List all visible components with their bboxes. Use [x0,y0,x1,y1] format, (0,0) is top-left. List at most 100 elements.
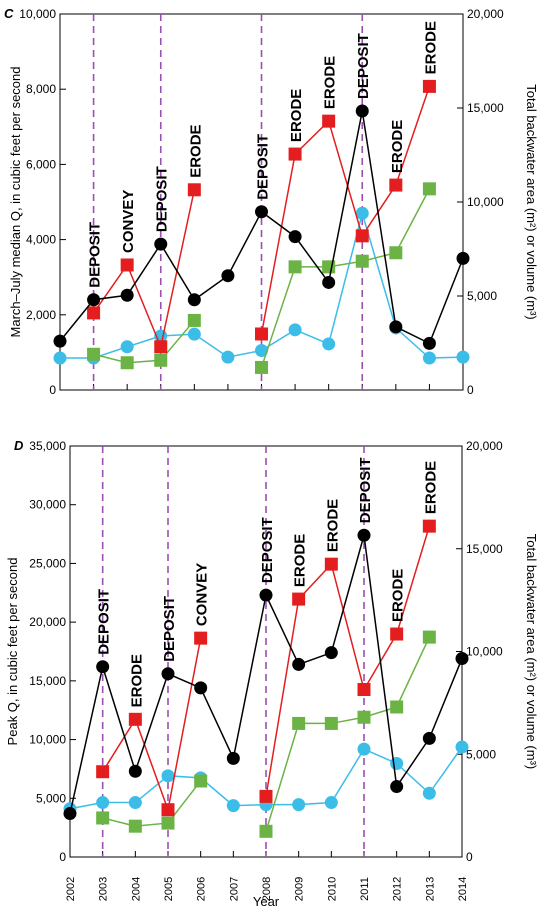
data-point [355,206,369,220]
right-tick-label: 0 [467,383,474,397]
data-point [389,246,403,260]
data-point [324,796,338,810]
left-tick-label: 25,000 [29,556,66,570]
left-tick-label: 0 [49,383,56,397]
annotation-label: ERODE [128,654,145,707]
series-line [260,86,431,335]
data-point [221,269,235,283]
data-point [194,631,208,645]
left-tick-label: 2,000 [26,308,56,322]
left-tick-label: 8,000 [26,82,56,96]
annotation-label: ERODE [390,569,407,622]
data-point [161,769,175,783]
left-axis-label: Peak Q, in cubic feet per second [5,558,20,746]
data-point [128,764,142,778]
right-tick-label: 5,000 [466,747,496,761]
data-point [226,799,240,813]
data-point [390,780,404,794]
left-tick-label: 15,000 [29,674,66,688]
left-tick-label: 20,000 [29,615,66,629]
data-point [292,592,306,606]
data-point [324,716,338,730]
data-point [288,260,302,274]
series-line [93,319,195,364]
data-point [422,519,436,533]
data-point [288,147,302,161]
data-point [221,350,235,364]
left-tick-label: 35,000 [29,439,66,453]
x-tick-label: 2012 [392,877,404,901]
data-point [255,344,268,358]
left-tick-label: 4,000 [26,233,56,247]
data-point [324,557,338,571]
data-point [355,254,369,268]
data-point [390,700,404,714]
annotation-label: CONVEY [194,563,211,626]
left-tick-label: 10,000 [29,733,66,747]
data-point [389,320,403,334]
x-tick-label: 2002 [65,877,77,901]
x-tick-label: 2007 [228,877,240,901]
x-tick-label: 2006 [196,877,208,901]
data-point [422,731,436,745]
data-point [390,756,404,770]
left-tick-label: 6,000 [26,157,56,171]
data-point [154,237,168,251]
annotation-label: DEPOSIT [161,596,178,662]
right-tick-label: 20,000 [466,439,503,453]
data-point [255,360,268,374]
data-point [357,683,371,697]
data-point [96,660,110,674]
data-point [87,306,101,320]
annotation-label: ERODE [322,56,339,109]
data-point [355,104,369,118]
data-point [53,351,67,365]
series-line [265,636,431,832]
data-point [63,807,77,821]
data-point [288,230,302,244]
data-point [355,229,369,243]
annotation-label: DEPOSIT [355,33,372,99]
right-tick-label: 5,000 [467,289,497,303]
data-point [226,751,240,765]
data-point [456,350,470,364]
data-point [187,293,201,307]
left-tick-label: 0 [59,850,66,864]
right-axis-label: Total backwater area (m²) or volume (m³) [524,84,539,320]
data-point [259,588,273,602]
data-point [120,356,134,370]
data-point [187,313,201,327]
data-point [422,351,436,365]
data-point [324,646,338,660]
data-point [322,337,336,351]
x-tick-label: 2011 [359,877,371,901]
right-tick-label: 10,000 [467,195,504,209]
data-point [259,824,273,838]
x-tick-label: 2013 [424,877,436,901]
annotation-label: ERODE [422,21,439,74]
data-point [87,293,101,307]
data-point [161,803,175,817]
data-point [53,334,67,348]
data-point [322,275,336,289]
annotation-label: DEPOSIT [255,134,272,200]
data-point [455,740,469,754]
series-line [260,188,431,368]
data-point [128,819,142,833]
data-point [422,182,436,196]
data-point [255,327,268,341]
data-point [255,205,268,219]
x-tick-label: 2003 [98,877,110,901]
data-point [422,79,436,93]
x-tick-label: 2004 [130,877,142,901]
left-axis-label: March–July median Q, in cubic feet per s… [8,67,23,338]
annotation-label: DEPOSIT [96,589,113,655]
right-tick-label: 10,000 [466,645,503,659]
data-point [292,716,306,730]
right-tick-label: 20,000 [467,7,504,21]
x-tick-label: 2014 [457,877,469,901]
series-line [102,638,202,813]
data-point [357,710,371,724]
data-point [389,178,403,192]
